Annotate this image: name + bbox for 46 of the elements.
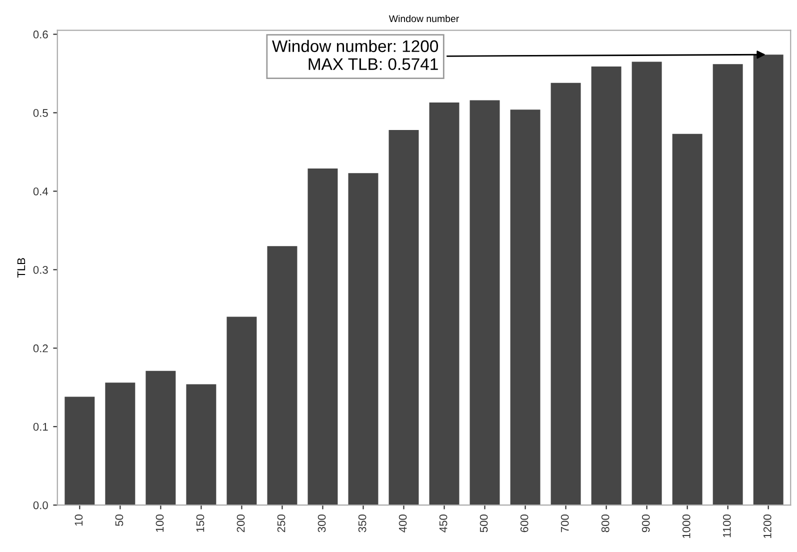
bar: [470, 100, 500, 506]
bar: [186, 384, 216, 506]
y-tick-label: 0.1: [33, 422, 48, 431]
x-tick-label: 400: [398, 514, 407, 532]
y-tick-label: 0.4: [33, 187, 48, 196]
x-tick-label: 500: [480, 514, 488, 532]
y-tick-label: 0.6: [33, 30, 48, 38]
x-tick-label: 200: [236, 514, 245, 532]
x-tick-label: 1000: [682, 514, 690, 538]
x-tick-label: 450: [439, 514, 448, 532]
bar: [712, 64, 743, 506]
annotation: Window number: 1200 MAX TLB: 0.5741: [272, 40, 438, 70]
y-tick-label: 0.3: [33, 266, 48, 274]
x-tick-label: 150: [196, 514, 204, 532]
bar: [510, 110, 540, 506]
y-tick-label: 0.2: [33, 344, 48, 352]
bar: [388, 130, 419, 506]
x-tick-label: 100: [156, 514, 164, 532]
y-axis-title: TLB: [17, 258, 26, 278]
x-tick-label: 50: [115, 514, 124, 526]
bar: [226, 316, 257, 506]
x-tick-label: 600: [520, 514, 528, 532]
bar: [591, 66, 622, 506]
x-tick-label: 250: [277, 514, 286, 532]
bar: [550, 82, 581, 506]
x-tick-label: 1100: [722, 514, 731, 538]
bar: [146, 370, 176, 506]
bar: [348, 173, 378, 506]
x-tick-label: 300: [318, 514, 326, 532]
bar: [753, 54, 784, 506]
bar: [672, 134, 702, 506]
x-tick-label: 700: [560, 514, 569, 532]
x-tick-label: 800: [601, 514, 610, 532]
x-tick-label: 350: [358, 514, 366, 532]
y-tick-label: 0.5: [33, 109, 48, 117]
bar: [267, 246, 298, 506]
x-tick-label: 10: [74, 514, 83, 526]
chart-title: Window number: [388, 14, 459, 22]
y-tick-label: 0.0: [33, 501, 48, 510]
bar: [632, 62, 662, 506]
x-tick-label: 900: [642, 514, 650, 532]
bar: [105, 382, 136, 506]
x-tick-label: 1200: [763, 514, 772, 538]
bar: [308, 168, 338, 506]
bar: [429, 102, 460, 506]
bar: [64, 396, 95, 506]
